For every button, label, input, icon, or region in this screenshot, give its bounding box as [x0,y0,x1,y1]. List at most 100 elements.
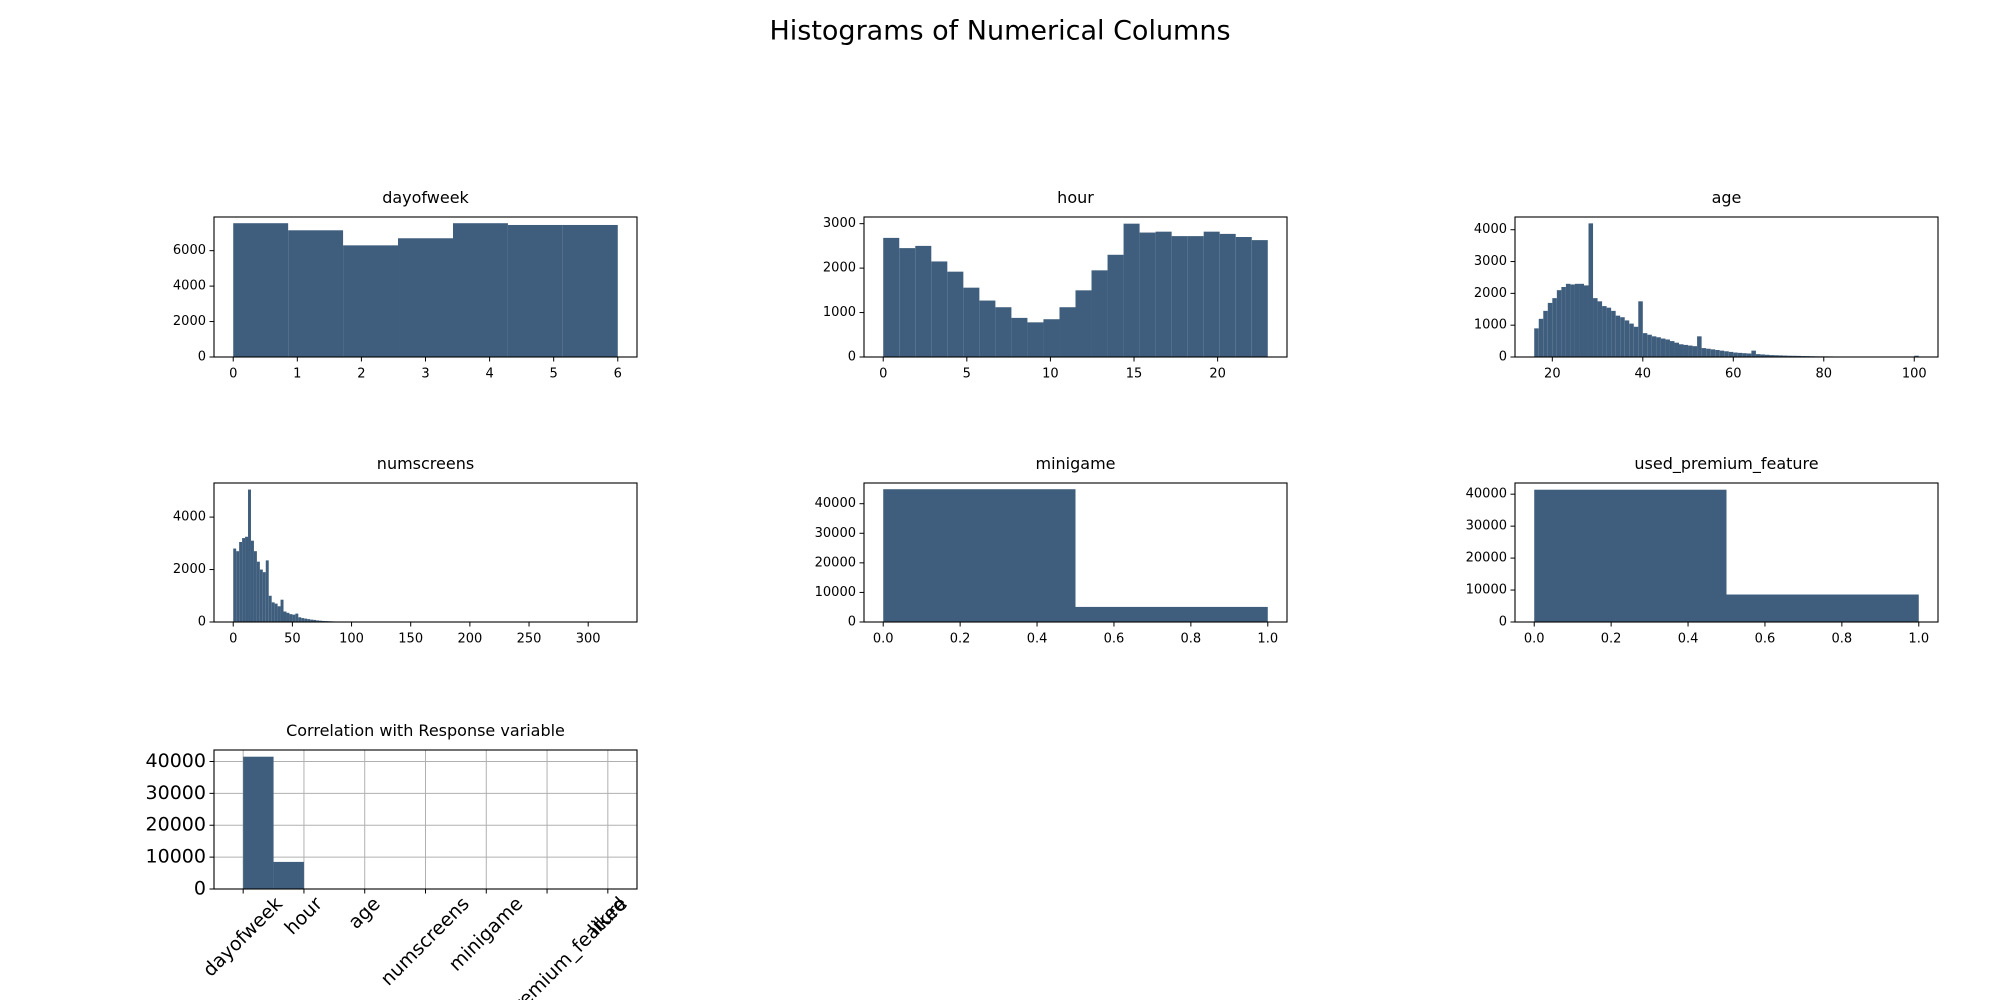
bar [1597,301,1603,357]
x-tick-label: 10 [1042,367,1059,382]
bar [259,569,263,622]
bar [1561,287,1566,357]
subplot-title: age [1712,188,1742,207]
subplot-title: dayofweek [382,188,469,207]
bar [1728,351,1734,357]
bar [242,538,246,622]
bar [1742,353,1747,357]
bar [1746,353,1752,357]
x-tick-label: 0.0 [1524,632,1545,647]
bar [271,602,275,622]
bar [1091,270,1108,357]
x-tick-label: 0.4 [1027,632,1048,647]
bar [1606,307,1612,357]
x-tick-label: 20 [1209,367,1226,382]
axes-frame [213,482,638,623]
bar [1629,323,1634,357]
bar [1787,355,1793,357]
x-tick-label: 200 [457,632,482,647]
bar [1570,284,1575,357]
bar [298,617,302,622]
bar [274,603,278,622]
y-tick-label: 30000 [815,526,856,541]
bar [1027,322,1044,357]
bar [1792,355,1797,357]
bar [295,613,299,622]
x-tick-label: 1.0 [1257,632,1278,647]
bar [1011,317,1028,357]
x-tick-label: 2 [357,367,365,382]
x-tick-label: 0.8 [1181,632,1202,647]
x-tick-label: 0.8 [1832,632,1853,647]
x-tick-label: 4 [485,367,493,382]
bar [1107,254,1124,357]
bar [452,223,508,357]
bar [248,489,251,622]
bar [250,540,254,622]
bar [280,599,284,622]
bar [883,489,1076,622]
bar [319,620,322,622]
x-tick-label: 40 [1635,367,1652,382]
y-tick-label: 0 [848,350,856,365]
bar [1171,236,1188,357]
bar [1620,317,1625,357]
bar [1647,334,1652,357]
bar [1552,298,1557,357]
bar [343,245,399,357]
y-tick-label: 3000 [1474,254,1507,269]
y-tick-label: 0 [848,615,856,630]
y-tick-label: 3000 [823,216,856,231]
bar [301,618,305,622]
bar [1660,338,1666,357]
bar [1710,349,1716,357]
figure-title: Histograms of Numerical Columns [769,16,1230,47]
x-tick-label: 150 [398,632,423,647]
bar [277,606,281,622]
y-tick-label: 4000 [173,510,206,525]
bar [1593,298,1598,357]
bar [1203,231,1220,357]
bar [1611,310,1616,357]
bar [313,619,317,622]
bar [243,756,274,889]
x-tick-label: 3 [421,367,429,382]
x-tick-label: hour [280,893,326,939]
x-tick-label: dayofweek [199,893,287,981]
bar [1656,337,1661,357]
bar [1579,283,1584,357]
bar [239,542,243,622]
bar [1583,285,1589,357]
bar [1726,594,1919,622]
x-tick-label: 1.0 [1908,632,1929,647]
x-tick-label: 6 [614,367,622,382]
bar [1638,301,1643,357]
bar [233,223,289,357]
subplot-title: numscreens [377,454,474,473]
bar [236,551,240,622]
bar [268,595,272,622]
y-tick-label: 40000 [146,750,206,772]
y-tick-label: 30000 [1466,519,1507,534]
bar [304,618,308,622]
bar [1043,319,1060,357]
bar [1778,355,1784,357]
y-tick-label: 20000 [146,814,206,836]
bar [253,551,257,622]
bar [507,224,563,357]
axes-frame [863,482,1288,623]
bar [1733,352,1738,357]
bar [233,548,237,622]
bar [1615,315,1621,357]
x-tick-label: 0.0 [873,632,894,647]
x-tick-label: 0.2 [950,632,971,647]
bar [265,560,269,622]
bar [1715,350,1720,357]
y-tick-label: 0 [194,878,206,900]
bar [1534,328,1539,357]
axes-frame [1514,216,1939,358]
y-tick-label: 1000 [1474,318,1507,333]
x-tick-label: 250 [517,632,542,647]
